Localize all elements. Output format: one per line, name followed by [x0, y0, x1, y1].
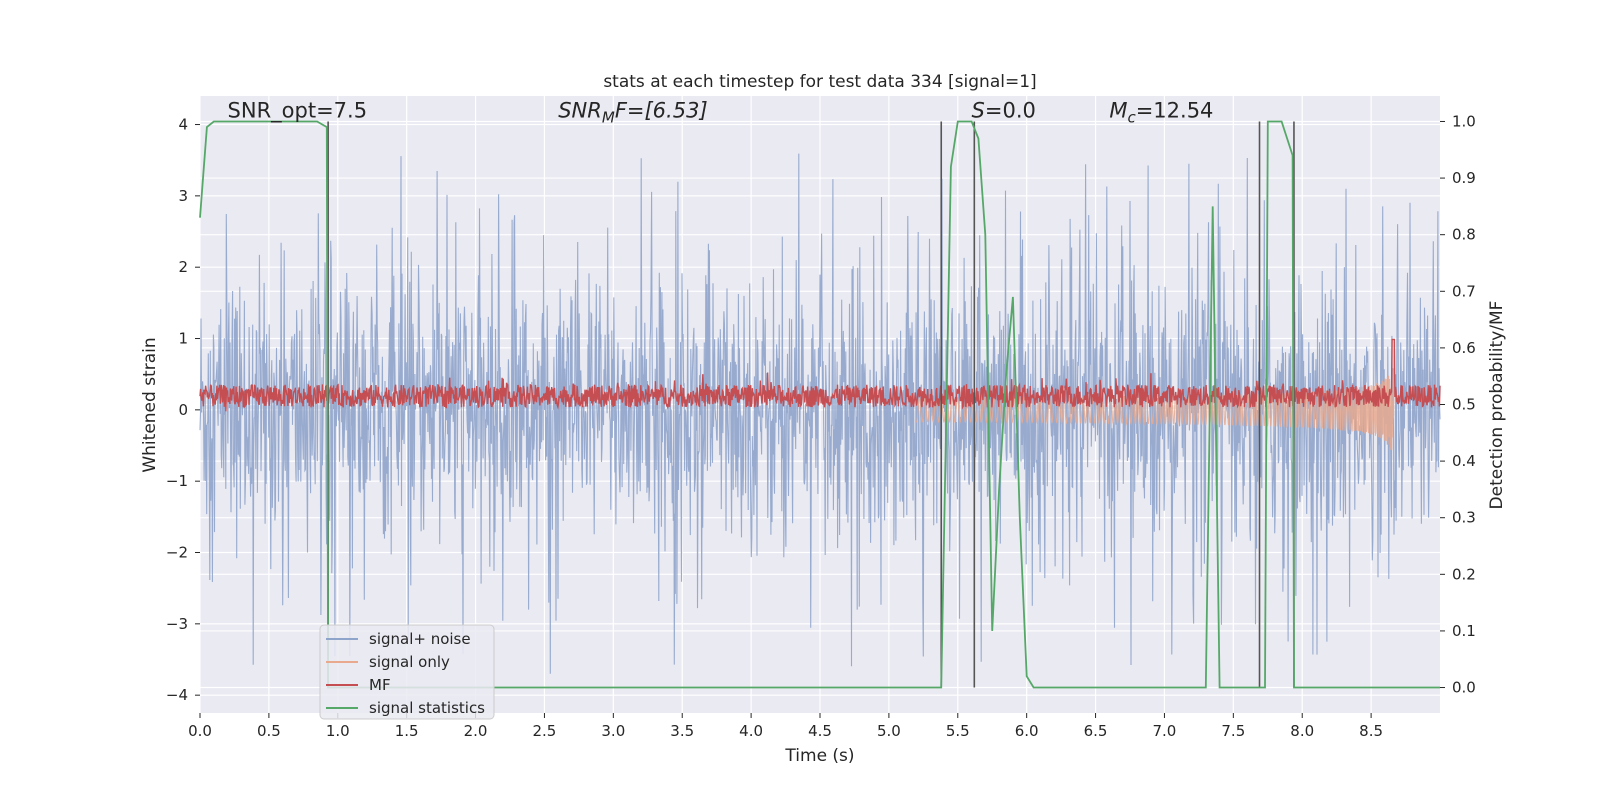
y2-tick-label: 0.8	[1452, 226, 1476, 244]
y2-tick-label: 0.2	[1452, 565, 1476, 583]
y-tick-label: −3	[166, 615, 188, 633]
mf-line	[199, 338, 1441, 412]
y-axis-label: Whitened strain	[140, 337, 160, 472]
x-tick-label: 4.0	[739, 722, 763, 740]
y2-tick-label: 0.4	[1452, 452, 1476, 470]
y-tick-label: 2	[178, 258, 188, 276]
x-tick-label: 0.0	[188, 722, 212, 740]
y-tick-label: −1	[166, 472, 188, 490]
y2-tick-label: 0.5	[1452, 396, 1476, 414]
y-tick-label: 4	[178, 116, 188, 134]
y-tick-label: −2	[166, 544, 188, 562]
x-tick-label: 5.5	[946, 722, 970, 740]
y2-tick-label: 0.1	[1452, 622, 1476, 640]
signal-only-series	[915, 345, 1395, 451]
y2-tick-label: 1.0	[1452, 112, 1476, 130]
y2-tick-label: 0.3	[1452, 509, 1476, 527]
x-tick-label: 0.5	[257, 722, 281, 740]
annotation: S=0.0	[972, 98, 1036, 122]
x-tick-label: 2.0	[464, 722, 488, 740]
x-tick-label: 2.5	[533, 722, 557, 740]
ticks: 0.0 0.5 1.0 1.5 2.0 2.5 3.0 3.5 4.0 4.5 5.0 5.5 6.0 6…	[166, 112, 1476, 740]
annotation: SNRMF=[6.53]	[558, 98, 707, 126]
annotation: SNR_opt=7.5	[228, 98, 368, 123]
mf-series	[199, 338, 1441, 412]
x-tick-label: 4.5	[808, 722, 832, 740]
x-tick-label: 7.0	[1153, 722, 1177, 740]
legend-label-signal-noise: signal+ noise	[369, 630, 471, 648]
x-tick-label: 3.5	[670, 722, 694, 740]
y-tick-label: 0	[178, 401, 188, 419]
y2-axis-label: Detection probability/MF	[1487, 301, 1507, 510]
annotations: SNR_opt=7.5 SNRMF=[6.53] S=0.0 Mc=12.54	[228, 98, 1214, 126]
annotation: Mc=12.54	[1109, 98, 1213, 126]
legend-box	[319, 624, 495, 720]
legend-label-signal-statistics: signal statistics	[369, 699, 485, 717]
x-tick-label: 1.5	[395, 722, 419, 740]
legend-label-signal-only: signal only	[369, 653, 450, 671]
y2-tick-label: 0.9	[1452, 169, 1476, 187]
y-tick-label: 1	[178, 330, 188, 348]
signal-statistics-series	[199, 120, 1440, 689]
y2-tick-label: 0.7	[1452, 282, 1476, 300]
legend-label-mf: MF	[369, 676, 391, 694]
signal-statistics-line	[199, 120, 1440, 689]
x-tick-label: 8.0	[1290, 722, 1314, 740]
y2-tick-label: 0.0	[1452, 679, 1476, 697]
y-tick-label: 3	[178, 187, 188, 205]
y2-tick-label: 0.6	[1452, 339, 1476, 357]
x-tick-label: 3.0	[601, 722, 625, 740]
x-tick-label: 5.0	[877, 722, 901, 740]
x-tick-label: 7.5	[1221, 722, 1245, 740]
signal-only-line	[915, 345, 1395, 451]
x-tick-label: 1.0	[326, 722, 350, 740]
x-axis-label: Time (s)	[784, 746, 854, 766]
y-tick-label: −4	[166, 686, 188, 704]
x-tick-label: 8.5	[1359, 722, 1383, 740]
x-tick-label: 6.5	[1084, 722, 1108, 740]
legend: signal+ noise signal only MF signal stat…	[319, 624, 495, 720]
chart-title: stats at each timestep for test data 334…	[603, 72, 1036, 92]
x-tick-label: 6.0	[1015, 722, 1039, 740]
